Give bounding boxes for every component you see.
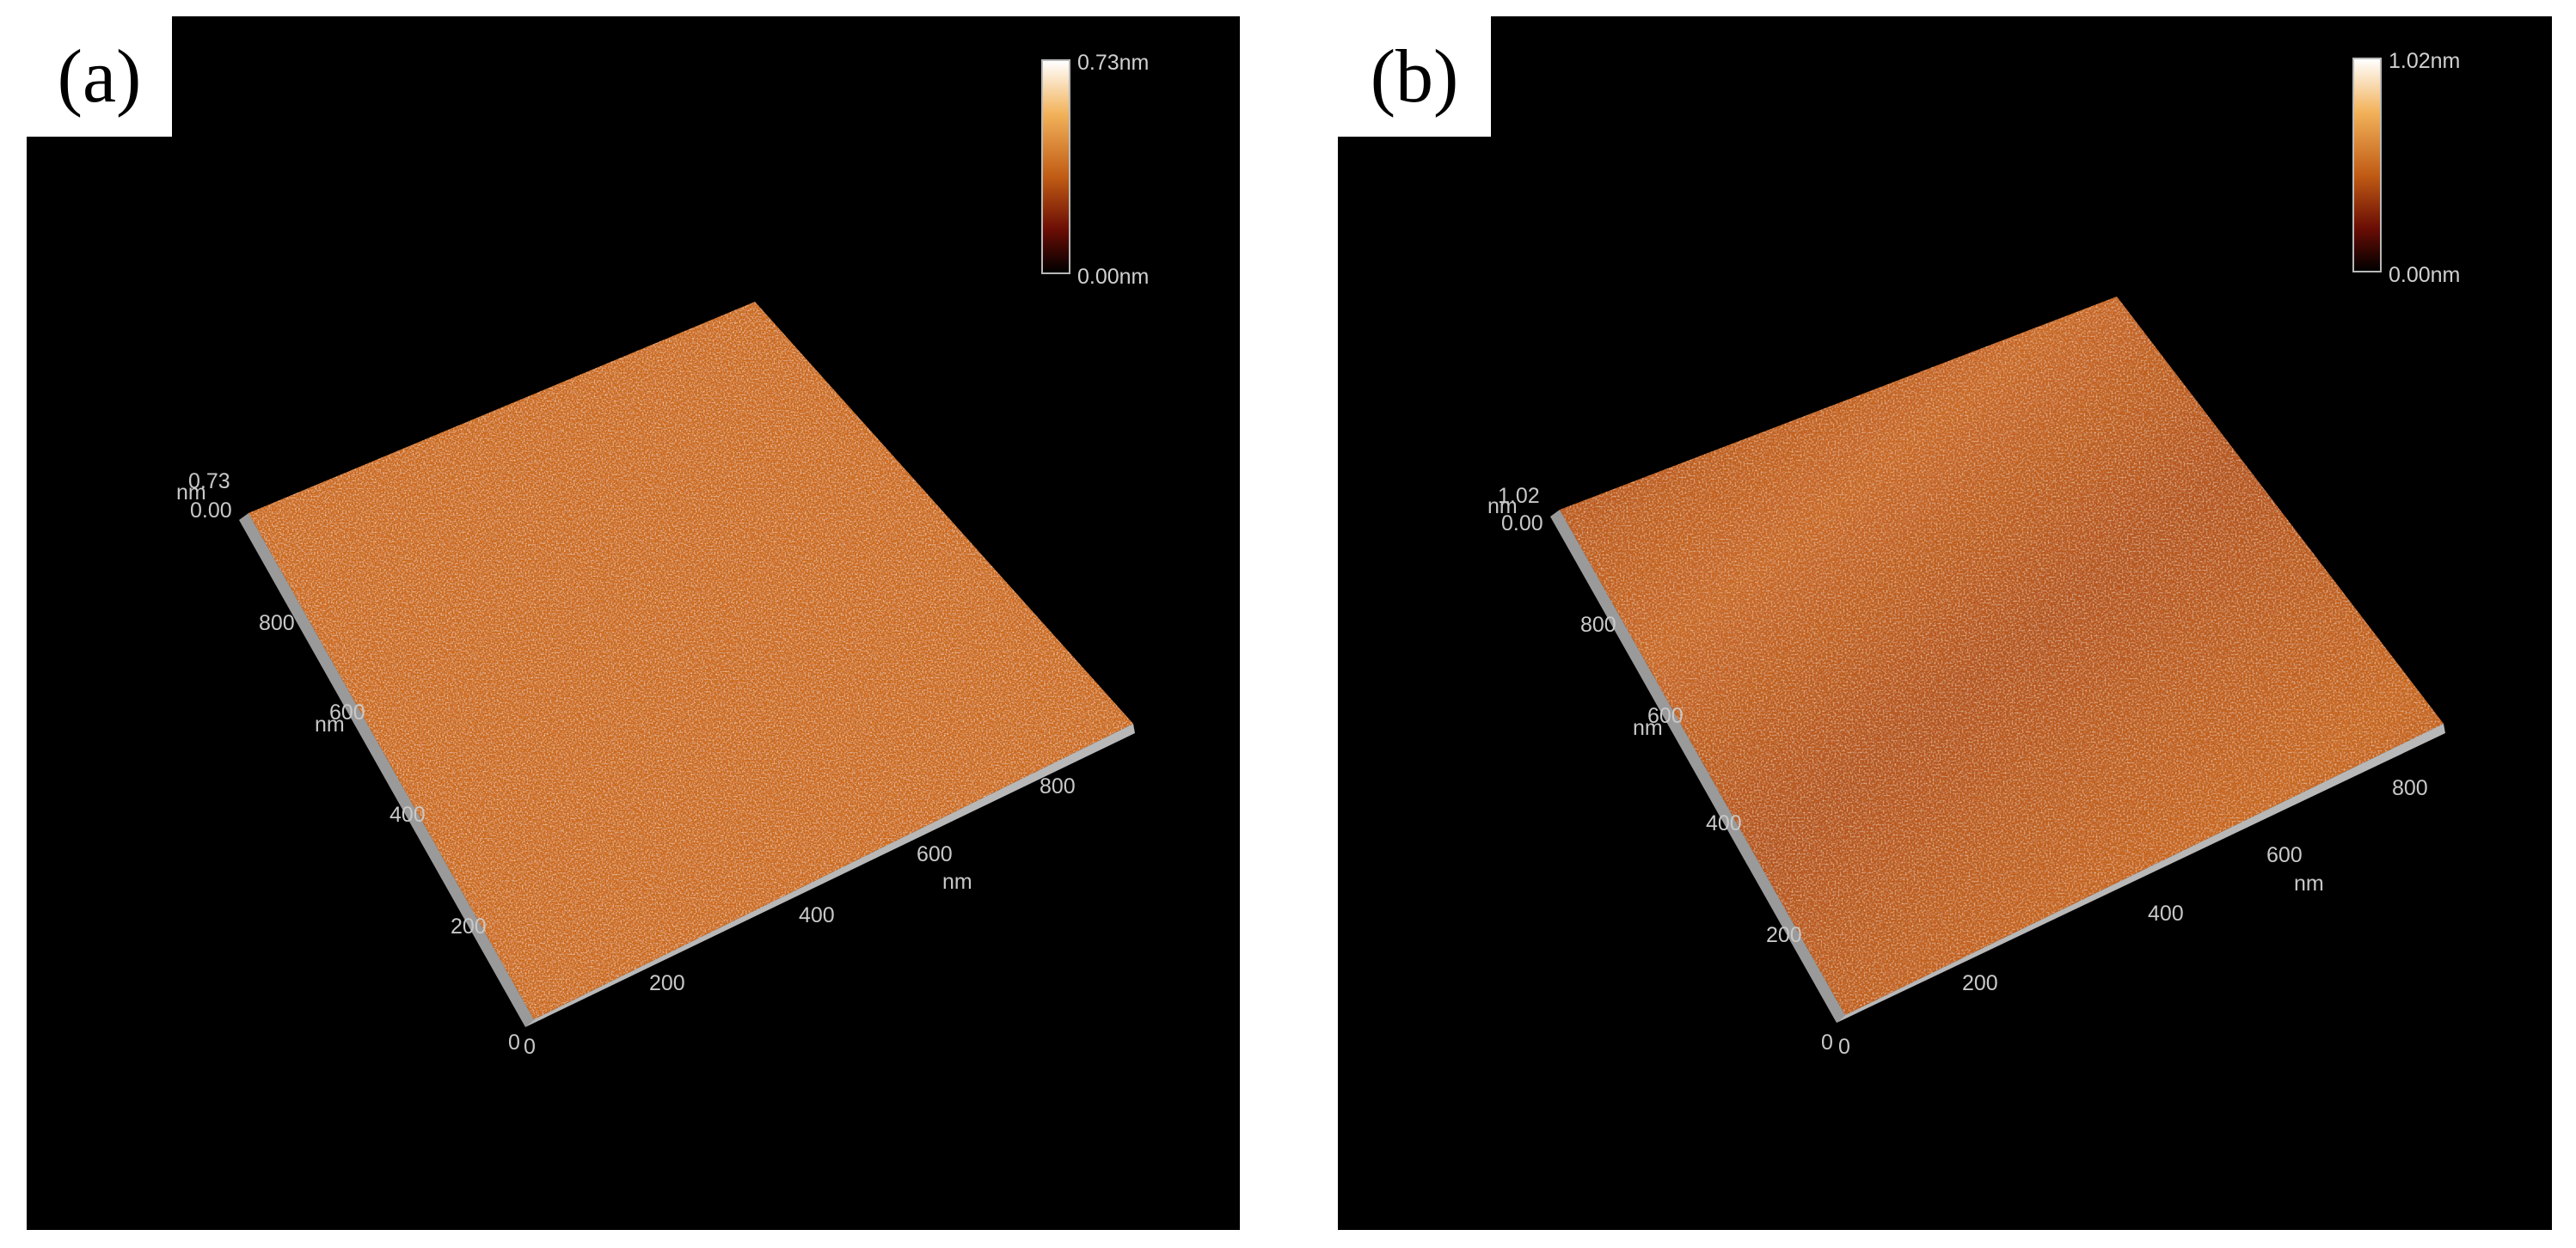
surface-top bbox=[248, 302, 1133, 1019]
y-tick-200: 200 bbox=[451, 915, 487, 939]
y-tick-400: 400 bbox=[1706, 811, 1742, 835]
x-tick-600: 600 bbox=[2266, 843, 2303, 867]
height-colorbar bbox=[1041, 59, 1070, 274]
z-bottom-tick: 0.00 bbox=[190, 499, 232, 523]
x-tick-400: 400 bbox=[799, 903, 835, 927]
z-bottom-tick: 0.00 bbox=[1501, 511, 1543, 535]
x-tick-800: 800 bbox=[1040, 774, 1076, 798]
surface-base-left-edge bbox=[1550, 510, 1845, 1023]
y-tick-600: 600 bbox=[1647, 704, 1684, 728]
z-top-tick: 0.73 bbox=[188, 469, 230, 493]
colorbar-min-label: 0.00nm bbox=[2389, 263, 2461, 287]
panel-label: (a) bbox=[27, 16, 172, 137]
x-tick-600: 600 bbox=[917, 842, 953, 866]
colorbar-min-label: 0.00nm bbox=[1077, 265, 1150, 289]
x-tick-200: 200 bbox=[1962, 971, 1998, 995]
afm-surface-3d-a: 0.73 nm 0.00 800 nm 600 400 200 0 0 200 … bbox=[176, 302, 1135, 1059]
afm-panel-a: 0.73 nm 0.00 800 nm 600 400 200 0 0 200 … bbox=[27, 16, 1240, 1230]
z-unit: nm bbox=[1487, 494, 1518, 518]
colorbar-max-label: 0.73nm bbox=[1077, 51, 1150, 75]
y-tick-200: 200 bbox=[1766, 923, 1802, 947]
y-tick-0: 0 bbox=[508, 1031, 520, 1055]
x-unit: nm bbox=[2294, 872, 2324, 896]
surface-top bbox=[1560, 297, 2444, 1015]
x-unit: nm bbox=[942, 870, 972, 894]
z-top-tick: 1.02 bbox=[1498, 484, 1540, 508]
y-tick-800: 800 bbox=[259, 611, 295, 635]
z-unit: nm bbox=[176, 480, 206, 505]
y-unit: nm bbox=[315, 713, 345, 737]
x-tick-200: 200 bbox=[649, 971, 685, 995]
y-unit: nm bbox=[1633, 716, 1663, 740]
y-tick-800: 800 bbox=[1580, 613, 1616, 637]
surface-base-left-edge bbox=[239, 513, 534, 1027]
surface-base-front-edge bbox=[1837, 724, 2445, 1023]
colorbar-max-label: 1.02nm bbox=[2389, 49, 2461, 73]
y-tick-600: 600 bbox=[329, 700, 365, 725]
x-tick-400: 400 bbox=[2148, 902, 2184, 926]
y-tick-0: 0 bbox=[1821, 1031, 1833, 1055]
y-tick-400: 400 bbox=[389, 803, 426, 827]
afm-panel-b: 1.02 nm 0.00 800 nm 600 400 200 0 0 200 … bbox=[1338, 16, 2552, 1230]
x-tick-0: 0 bbox=[524, 1035, 536, 1059]
panel-label: (b) bbox=[1338, 16, 1491, 137]
x-tick-0: 0 bbox=[1838, 1035, 1850, 1059]
afm-surface-3d-b: 1.02 nm 0.00 800 nm 600 400 200 0 0 200 … bbox=[1487, 297, 2445, 1059]
x-tick-800: 800 bbox=[2392, 776, 2428, 800]
height-colorbar bbox=[2352, 58, 2382, 272]
surface-base-front-edge bbox=[525, 724, 1135, 1027]
